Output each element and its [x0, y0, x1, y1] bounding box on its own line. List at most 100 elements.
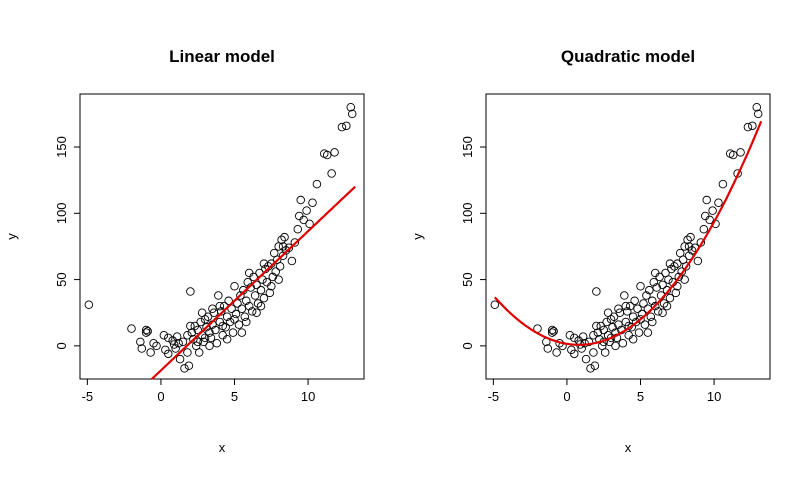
data-point — [228, 328, 238, 337]
data-point — [146, 348, 155, 357]
data-point — [609, 312, 619, 321]
data-point — [250, 291, 260, 300]
data-point — [230, 315, 239, 324]
data-point — [728, 150, 738, 160]
data-point — [296, 195, 305, 205]
data-point — [253, 299, 263, 308]
data-point — [659, 299, 669, 308]
y-tick-label: 150 — [54, 136, 69, 158]
data-point — [586, 364, 595, 373]
x-tick-label: 5 — [231, 389, 238, 404]
y-tick-label: 100 — [54, 202, 69, 224]
data-point — [265, 288, 275, 298]
data-point — [625, 301, 635, 311]
data-point — [212, 338, 222, 348]
data-point — [127, 324, 136, 333]
plot-frame — [485, 93, 771, 380]
data-point — [224, 296, 233, 306]
data-point — [271, 267, 280, 276]
data-point — [175, 354, 185, 364]
data-point — [327, 169, 336, 178]
data-point — [581, 354, 591, 364]
data-point — [347, 109, 357, 119]
data-point — [236, 291, 245, 300]
data-point — [570, 333, 579, 343]
data-point — [636, 281, 645, 291]
data-point — [237, 328, 247, 337]
data-point — [159, 331, 169, 340]
y-tick-label: 150 — [460, 136, 475, 158]
y-axis-label: y — [410, 233, 425, 240]
data-point — [322, 150, 332, 160]
data-point — [305, 219, 314, 229]
data-point — [683, 235, 692, 245]
data-point — [628, 334, 638, 344]
data-point — [214, 291, 223, 300]
data-point — [648, 317, 657, 327]
y-axis-label: y — [4, 233, 19, 240]
data-point — [671, 288, 681, 298]
x-tick-label: 0 — [563, 389, 570, 404]
data-point — [186, 321, 195, 331]
data-point — [174, 338, 183, 348]
data-point — [243, 277, 253, 287]
data-point — [490, 300, 500, 310]
data-point — [178, 337, 188, 347]
x-tick-label: -5 — [82, 389, 94, 404]
data-point — [606, 333, 616, 343]
data-point — [753, 109, 763, 119]
data-point — [693, 256, 703, 266]
data-point — [278, 242, 288, 251]
data-point — [640, 320, 650, 329]
x-tick-label: 5 — [637, 389, 644, 404]
x-tick-label: 0 — [157, 389, 164, 404]
data-point — [180, 364, 189, 373]
data-point — [143, 327, 152, 336]
data-point — [547, 328, 557, 337]
data-point — [256, 301, 266, 311]
data-point — [578, 332, 588, 341]
data-point — [137, 344, 147, 353]
data-point — [203, 312, 213, 321]
data-point — [611, 341, 620, 351]
data-point — [699, 224, 709, 234]
data-point — [218, 321, 227, 331]
data-point — [590, 361, 600, 370]
data-point — [284, 243, 294, 253]
y-tick-label: 50 — [54, 272, 69, 286]
data-point — [244, 268, 254, 278]
y-tick-label: 50 — [460, 272, 475, 286]
data-point — [549, 327, 558, 336]
data-point — [736, 148, 745, 157]
data-point — [183, 348, 192, 357]
data-point — [205, 341, 214, 351]
data-point — [299, 215, 308, 225]
data-point — [194, 348, 204, 357]
data-point — [259, 259, 269, 268]
data-point — [748, 121, 757, 131]
data-point — [645, 285, 654, 295]
data-point — [708, 206, 717, 215]
y-tick-label: 0 — [54, 342, 69, 349]
data-point — [200, 333, 210, 343]
data-point — [330, 148, 339, 157]
data-point — [256, 285, 266, 295]
data-point — [665, 293, 675, 303]
data-point — [618, 338, 628, 348]
data-point — [242, 317, 251, 327]
data-point — [670, 262, 679, 271]
data-point — [624, 331, 633, 340]
data-point — [193, 325, 202, 335]
y-tick-label: 0 — [460, 342, 475, 349]
data-point — [547, 325, 557, 335]
data-point — [665, 259, 675, 268]
data-point — [631, 317, 641, 327]
data-point — [680, 275, 689, 284]
data-point — [643, 328, 653, 337]
x-axis-label: x — [219, 440, 226, 455]
data-point — [302, 206, 311, 215]
data-point — [275, 262, 285, 271]
data-point — [164, 349, 173, 359]
y-tick-label: 100 — [460, 202, 475, 224]
